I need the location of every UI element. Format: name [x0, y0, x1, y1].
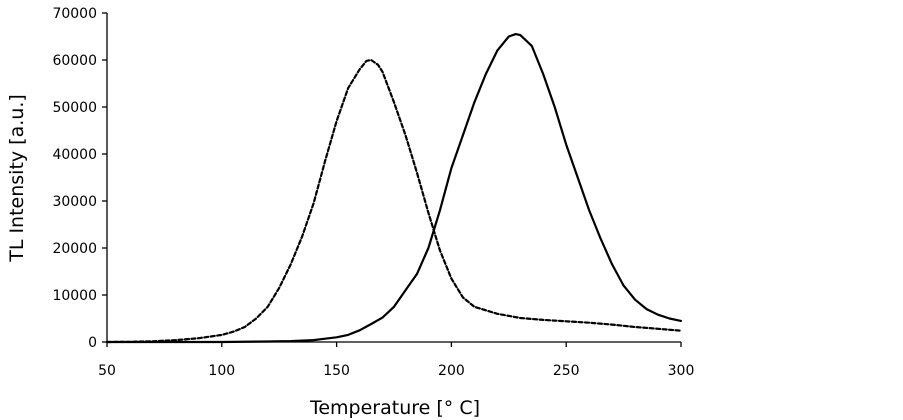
- x-tick-label: 300: [668, 363, 695, 379]
- tick-labels: 0 10000 20000 30000 40000 50000 60000 70000 50 10…: [52, 6, 694, 379]
- series-group: [105, 32, 683, 344]
- y-tick-label: 0: [88, 335, 97, 351]
- y-tick-label: 60000: [52, 53, 97, 69]
- axes: [106, 13, 681, 343]
- y-tick-label: 20000: [52, 241, 97, 257]
- y-axis-title: TL Intensity [a.u.]: [6, 94, 28, 263]
- dashed-series-line: [105, 58, 683, 344]
- solid-series-line: [105, 32, 683, 344]
- y-tick-label: 40000: [52, 147, 97, 163]
- x-axis-title: Temperature [° C]: [309, 397, 480, 419]
- tick-marks: [102, 12, 682, 347]
- x-tick-label: 250: [553, 363, 580, 379]
- y-tick-label: 70000: [52, 6, 97, 22]
- x-tick-label: 100: [208, 363, 235, 379]
- y-tick-label: 50000: [52, 100, 97, 116]
- y-tick-label: 30000: [52, 194, 97, 210]
- x-tick-label: 50: [98, 363, 116, 379]
- x-tick-label: 200: [438, 363, 465, 379]
- x-tick-label: 150: [323, 363, 350, 379]
- y-tick-label: 10000: [52, 288, 97, 304]
